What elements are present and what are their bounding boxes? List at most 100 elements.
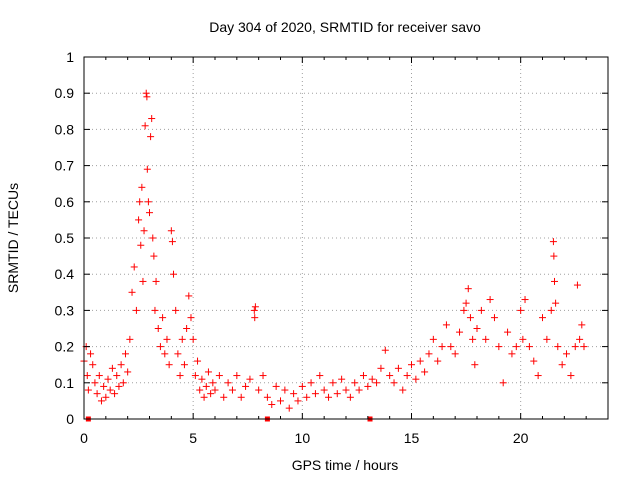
data-point [259,372,267,380]
data-point [530,357,538,365]
data-point [462,299,470,307]
data-point [95,372,103,380]
data-point [187,314,195,322]
data-point [303,393,311,401]
data-point [563,350,571,358]
axis-ticks: 00.10.20.30.40.50.60.70.80.910 5 10 15 20 [55,49,608,446]
data-point [113,372,121,380]
data-point [180,361,188,369]
data-point [161,350,169,358]
data-point [456,328,464,336]
data-point [438,343,446,351]
data-point [200,393,208,401]
data-point [83,372,91,380]
data-point [242,382,250,390]
y-tick-label: 0.2 [55,339,75,355]
data-point [539,314,546,322]
data-point [178,335,186,343]
data-point [106,386,114,394]
data-point [543,335,551,343]
data-point [251,314,259,322]
y-axis-label: SRMTID / TECUs [5,183,21,293]
data-point [320,386,328,394]
data-point [285,404,293,412]
data-point [307,379,315,387]
data-point [272,382,280,390]
data-point [121,350,129,358]
data-point [558,361,566,369]
data-point [329,379,337,387]
data-point [250,306,258,314]
data-point [220,393,228,401]
data-point [172,306,180,314]
data-point [277,397,284,405]
data-point [377,364,385,372]
data-point [151,306,159,314]
y-tick-label: 0.1 [55,375,75,391]
data-point [191,372,199,380]
data-point [141,122,149,130]
data-point [508,350,516,358]
data-point [132,306,140,314]
y-tick-label: 0.4 [55,266,75,282]
data-point [159,314,167,322]
x-tick-label: 5 [189,430,197,446]
data-point [170,270,178,278]
data-point [281,386,289,394]
x-tick-label: 0 [80,430,88,446]
data-point [128,288,136,296]
data-point [89,361,97,369]
data-point [495,343,503,351]
x-tick-label: 15 [404,430,420,446]
data-point [119,379,127,387]
data-point [251,303,259,311]
data-point [547,306,555,314]
data-point [471,361,479,369]
data-point [578,321,586,329]
data-point [139,277,147,285]
data-point [473,325,481,332]
data-point [126,335,134,343]
y-tick-label: 0.5 [55,230,75,246]
data-point [512,343,520,351]
y-tick-label: 0.7 [55,158,75,174]
data-point [198,375,206,383]
data-point [486,296,494,304]
y-tick-label: 0.9 [55,85,75,101]
data-point [102,393,110,401]
data-point [504,328,512,336]
data-point [549,238,557,246]
data-point [525,343,533,351]
data-point [211,386,219,394]
data-point [351,379,359,387]
data-point [215,372,223,380]
data-point [140,227,148,235]
data-point [165,361,173,369]
data-point [87,350,95,358]
data-point [189,335,197,343]
data-point [477,306,485,314]
y-tick-label: 0.6 [55,194,75,210]
data-point [143,93,151,101]
data-point [447,343,455,351]
data-point [551,277,559,285]
x-tick-label: 10 [295,430,311,446]
data-point [346,393,354,401]
data-point [143,165,151,173]
data-point [147,133,155,141]
data-point [403,372,411,380]
data-point [469,335,477,343]
x-axis-label: GPS time / hours [292,457,399,473]
data-point [460,306,468,314]
data-point [416,357,424,365]
data-point [255,386,263,394]
y-tick-label: 0 [66,411,74,427]
data-point [519,335,527,343]
data-point [482,335,490,343]
data-point [209,379,217,387]
data-point [554,343,562,351]
data-point [108,364,116,372]
data-point [381,346,389,354]
data-point [550,252,558,260]
data-point [148,115,156,123]
